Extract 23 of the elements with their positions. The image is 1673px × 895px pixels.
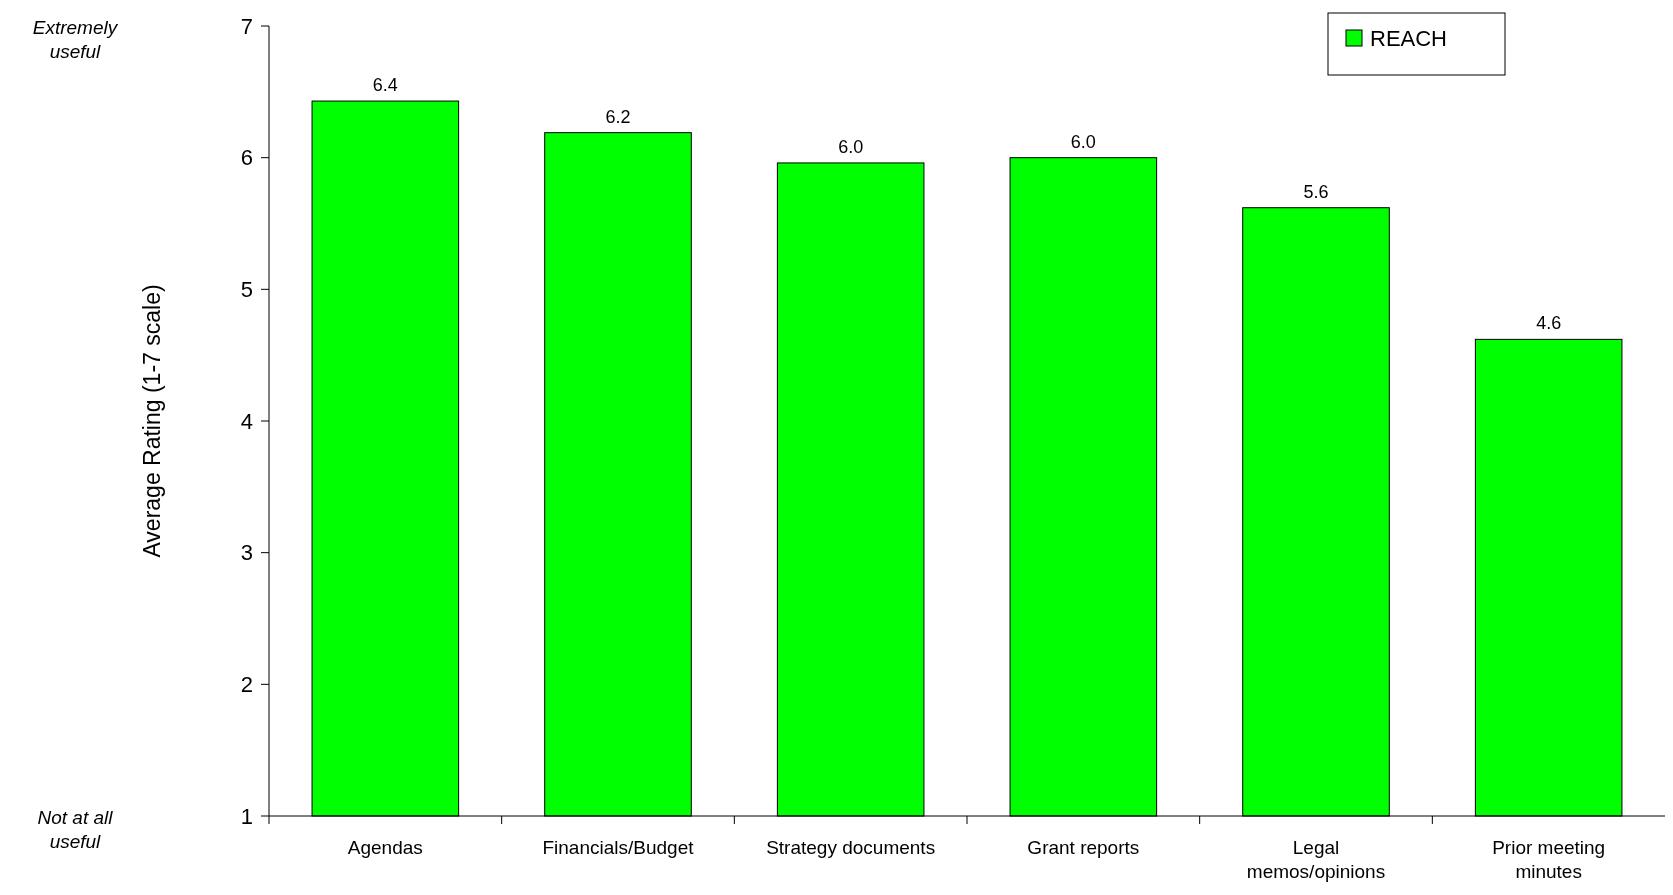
y-tick-label: 2	[240, 672, 253, 698]
x-tick-label: Agendas	[347, 837, 423, 858]
y-tick-label: 3	[240, 540, 253, 566]
legend-label: REACH	[1370, 25, 1448, 51]
y-tick-label: 4	[240, 408, 253, 434]
x-tick-label: Grant reports	[1027, 837, 1140, 858]
data-label: 6.0	[838, 136, 864, 157]
data-label: 6.2	[605, 106, 631, 127]
y-tick-label: 6	[240, 145, 253, 171]
data-label: 4.6	[1536, 313, 1562, 334]
x-tick-label: Strategy documents	[766, 837, 936, 858]
x-tick-label: Financials/Budget	[542, 837, 695, 858]
x-tick-label: Legal memos/opinions	[1246, 837, 1386, 882]
data-label: 6.4	[372, 75, 398, 96]
y-tick-label: 7	[240, 13, 253, 39]
x-tick-label: Prior meeting minutes	[1492, 837, 1606, 882]
text: Extremely useful	[32, 17, 119, 62]
text: Not at all useful	[37, 807, 114, 852]
y-axis-title: Average Rating (1-7 scale)	[139, 284, 165, 558]
data-label: 6.0	[1070, 131, 1096, 152]
data-label: 5.6	[1303, 181, 1329, 202]
y-tick-label: 1	[240, 803, 253, 829]
y-tick-label: 5	[240, 277, 253, 303]
